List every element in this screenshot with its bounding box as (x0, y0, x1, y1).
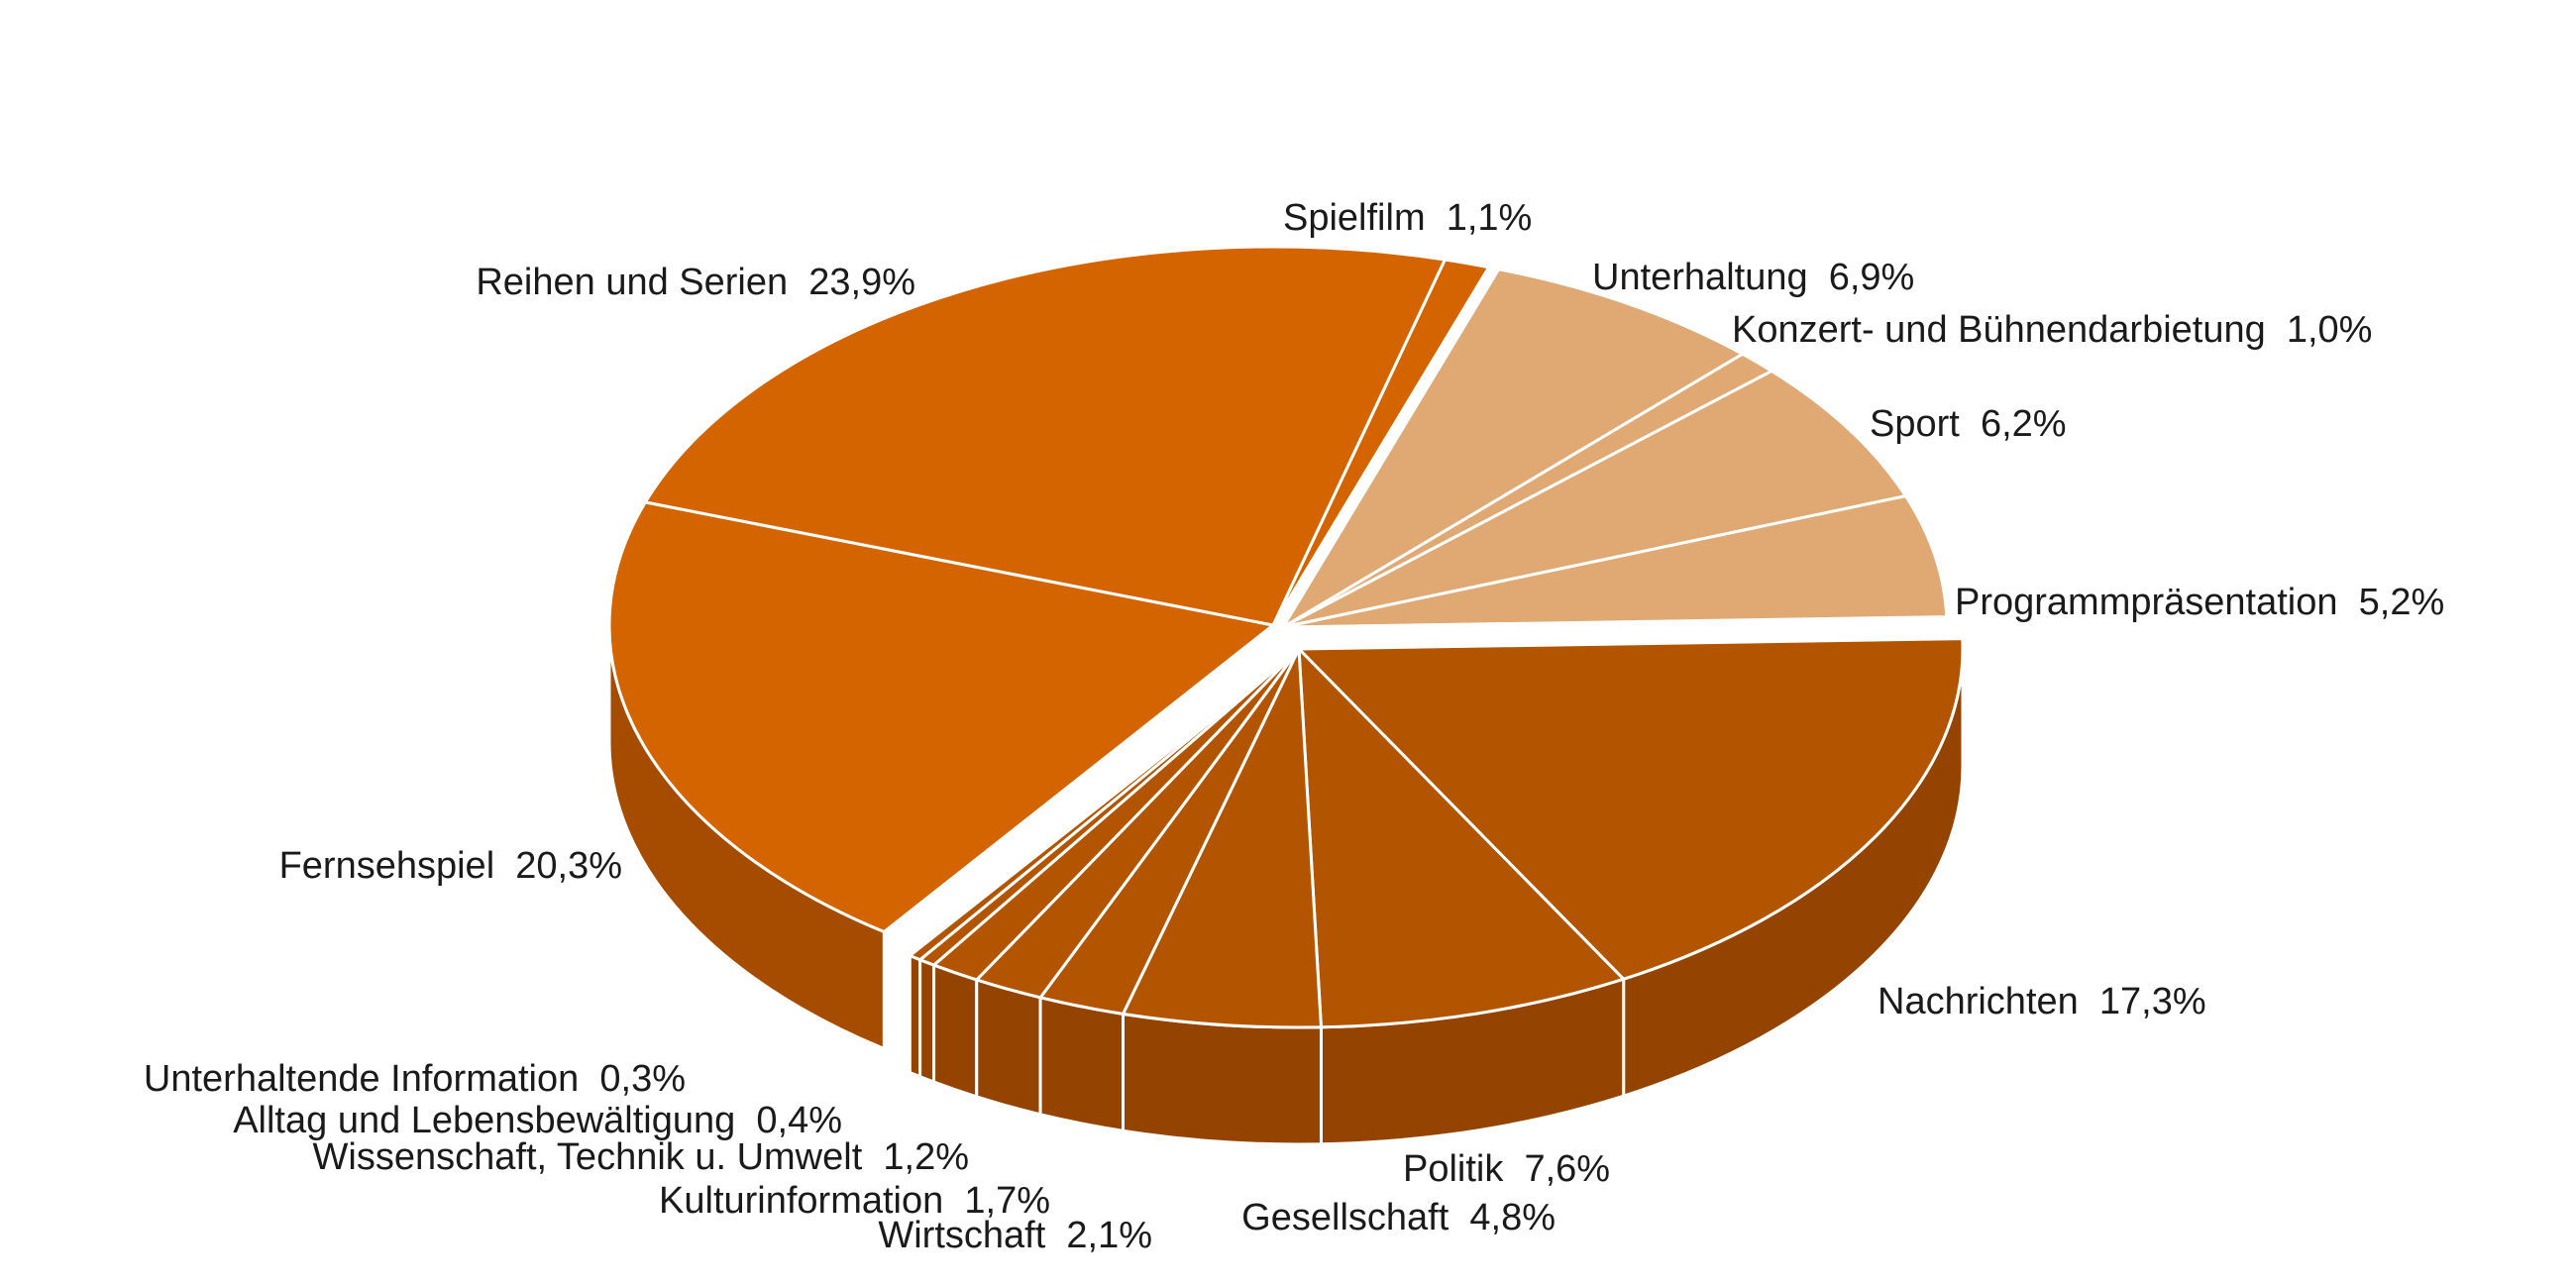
slice-label-12: Unterhaltende Information 0,3% (144, 1058, 686, 1100)
pie-slice-14 (643, 245, 1447, 627)
slice-label-10: Wissenschaft, Technik u. Umwelt 1,2% (313, 1136, 969, 1178)
slice-label-5: Nachrichten 17,3% (1878, 981, 2206, 1022)
pie-slice-4 (1281, 494, 1949, 629)
pie-side-9 (975, 977, 1042, 1117)
pie-labels: Spielfilm 1,1% Unterhaltung 6,9% Konzert- … (144, 197, 2444, 1256)
pie-slice-3 (1281, 369, 1907, 629)
slice-label-4: Programmpräsentation 5,2% (1955, 582, 2444, 623)
pie-side-11 (918, 957, 936, 1085)
pie-slice-7 (1122, 647, 1323, 1029)
slice-label-1: Unterhaltung 6,9% (1592, 257, 1914, 298)
slice-label-8: Wirtschaft 2,1% (878, 1215, 1152, 1256)
slice-label-3: Sport 6,2% (1870, 403, 2067, 445)
slice-label-6: Politik 7,6% (1403, 1148, 1610, 1190)
pie-slice-6 (1297, 647, 1626, 1029)
slice-label-14: Reihen und Serien 23,9% (476, 262, 915, 303)
pie-slice-5 (1297, 637, 1965, 981)
pie-tops (607, 245, 1965, 1029)
slice-label-11: Alltag und Lebensbewältigung 0,4% (233, 1100, 842, 1141)
pie-side-7 (1122, 1012, 1323, 1146)
pie-side-10 (932, 962, 979, 1100)
pie-slice-13 (607, 500, 1275, 934)
pie-side-12 (908, 953, 922, 1079)
slice-label-0: Spielfilm 1,1% (1283, 197, 1532, 239)
slice-label-2: Konzert- und Bühnendarbietung 1,0% (1732, 309, 2372, 351)
pie-slice-12 (908, 647, 1301, 962)
slice-label-7: Gesellschaft 4,8% (1241, 1197, 1556, 1238)
slice-label-13: Fernsehspiel 20,3% (279, 845, 622, 887)
pie-slice-1 (1281, 268, 1745, 629)
pie-side-8 (1038, 995, 1126, 1133)
slice-label-9: Kulturinformation 1,7% (659, 1180, 1050, 1222)
